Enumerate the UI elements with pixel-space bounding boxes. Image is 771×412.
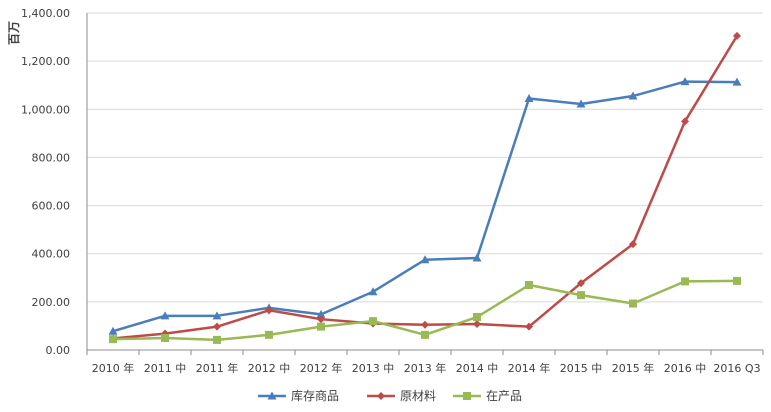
- data-point: [109, 335, 117, 344]
- data-point: [525, 281, 533, 290]
- data-point: [421, 330, 429, 339]
- legend-swatch-marker: [463, 392, 471, 400]
- x-tick-label: 2016 中: [664, 362, 707, 375]
- data-point: [473, 320, 481, 329]
- x-tick-label: 2010 年: [92, 361, 135, 375]
- y-tick-label: 800.00: [32, 151, 71, 164]
- data-point: [733, 276, 741, 285]
- y-tick-label: 200.00: [32, 296, 71, 309]
- x-tick-label: 2012 年: [300, 361, 343, 375]
- x-axis: 2010 年 2011 中 2011 年 2012 中 2012 年 2013 中 2013…: [86, 349, 764, 375]
- data-point: [161, 333, 169, 342]
- data-point: [421, 320, 429, 329]
- x-tick-label: 2016 Q3: [713, 362, 760, 375]
- data-point: [369, 317, 377, 326]
- data-point: [317, 315, 325, 324]
- data-point: [628, 91, 638, 100]
- x-tick-label: 2013 中: [352, 362, 395, 375]
- legend-label: 库存商品: [291, 388, 339, 403]
- legend-item: 库存商品: [258, 388, 339, 403]
- legend-label: 在产品: [486, 389, 522, 403]
- series-1: [108, 77, 742, 335]
- data-point: [733, 31, 741, 40]
- data-point: [629, 299, 637, 308]
- y-tick-label: 1,000.00: [21, 103, 70, 116]
- data-point: [577, 279, 585, 288]
- y-tick-label: 600.00: [32, 200, 71, 213]
- x-tick-label: 2015 中: [560, 362, 603, 375]
- data-point: [316, 309, 326, 318]
- data-point: [420, 255, 430, 264]
- data-point: [576, 99, 586, 108]
- y-tick-label: 1,200.00: [21, 55, 70, 68]
- x-tick-label: 2011 年: [196, 361, 239, 375]
- data-point: [265, 330, 273, 339]
- gridlines: [87, 12, 763, 303]
- data-point: [680, 77, 690, 86]
- y-tick-label: 400.00: [32, 248, 71, 261]
- data-point: [525, 322, 533, 331]
- series-3: [109, 276, 741, 344]
- data-point: [108, 326, 118, 335]
- data-point: [681, 117, 689, 126]
- legend-item: 在产品: [453, 389, 522, 403]
- legend-swatch-marker: [377, 392, 385, 400]
- x-tick-label: 2012 中: [248, 362, 291, 375]
- series-group: [108, 31, 742, 344]
- data-point: [212, 311, 222, 320]
- data-point: [265, 306, 273, 315]
- x-tick-label: 2015 年: [612, 361, 655, 375]
- data-point: [577, 291, 585, 300]
- x-tick-label: 2014 中: [456, 362, 499, 375]
- y-axis-label: 百万: [7, 21, 21, 45]
- legend-swatch-marker: [267, 391, 277, 400]
- data-point: [732, 77, 742, 86]
- data-point: [160, 311, 170, 320]
- legend: 库存商品 原材料 在产品: [258, 388, 522, 403]
- series-line: [112, 80, 738, 333]
- data-point: [213, 335, 221, 344]
- data-point: [473, 313, 481, 322]
- series-2: [109, 31, 741, 343]
- data-point: [317, 322, 325, 331]
- x-tick-label: 2011 中: [144, 362, 187, 375]
- data-point: [368, 287, 378, 296]
- legend-item: 原材料: [367, 389, 436, 403]
- x-tick-label: 2013 年: [404, 361, 447, 375]
- y-axis: 0.00 200.00 400.00 600.00 800.00 1,000.00 1,20…: [21, 7, 88, 357]
- y-tick-label: 0.00: [46, 344, 71, 357]
- series-line: [112, 35, 739, 340]
- legend-label: 原材料: [400, 389, 436, 403]
- data-point: [681, 277, 689, 286]
- data-point: [213, 322, 221, 331]
- data-point: [629, 240, 637, 249]
- data-point: [524, 93, 534, 102]
- y-tick-label: 1,400.00: [21, 7, 70, 20]
- data-point: [472, 253, 482, 262]
- x-tick-label: 2014 年: [508, 361, 551, 375]
